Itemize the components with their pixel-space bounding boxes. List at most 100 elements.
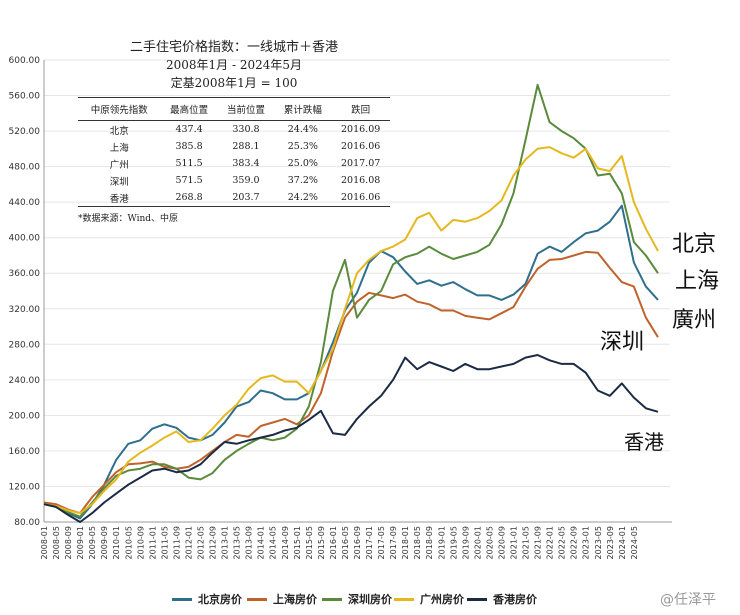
series-lines xyxy=(43,83,659,523)
table-cell: 203.7 xyxy=(217,189,275,207)
city-label-shanghai: 上海 xyxy=(675,269,720,294)
x-tick-label: 2009-05 xyxy=(88,526,97,559)
x-tick-label: 2014-01 xyxy=(257,526,266,559)
y-tick-label: 520.00 xyxy=(9,127,41,137)
series-line-0 xyxy=(43,204,659,520)
header-cell: 跌回 xyxy=(331,97,390,121)
table-cell: 25.0% xyxy=(287,158,318,169)
table-cell: 288.1 xyxy=(232,141,260,152)
city-label-guangzhou: 廣州 xyxy=(672,308,717,333)
x-tick-label: 2014-09 xyxy=(281,526,290,559)
x-tick-label: 2010-09 xyxy=(136,526,145,559)
x-tick-label: 2021-09 xyxy=(534,526,543,559)
table-cell: 330.8 xyxy=(232,124,260,135)
x-tick-label: 2016-01 xyxy=(329,526,338,559)
x-tick-label: 2020-01 xyxy=(473,526,482,559)
table-cell: 香港 xyxy=(78,189,161,207)
x-tick-labels: 2008-01 2008-05 2008-09 2009-01 2009-05 2009-… xyxy=(40,526,639,559)
table-row: 北京 437.4 330.8 24.4% 2016.09 xyxy=(78,121,390,139)
x-tick-label: 2008-05 xyxy=(52,526,61,559)
table-cell: 571.5 xyxy=(175,175,203,186)
legend-item-shenzhen: 深圳房价 xyxy=(322,591,392,607)
x-tick-label: 2011-09 xyxy=(172,526,181,559)
y-tick-label: 160.00 xyxy=(9,447,41,457)
x-tick-label: 2017-01 xyxy=(365,526,374,559)
y-tick-label: 480.00 xyxy=(9,163,41,173)
table-header-row: 中原领先指数 最高位置 当前位置 累计跌幅 跌回 xyxy=(78,97,390,121)
table-cell: 359.0 xyxy=(232,175,260,186)
table-cell: 437.4 xyxy=(175,124,203,135)
x-tick-label: 2009-09 xyxy=(100,526,109,559)
y-tick-label: 200.00 xyxy=(9,411,41,421)
x-tick-label: 2013-01 xyxy=(221,526,230,559)
x-tick-label: 2023-09 xyxy=(606,526,615,559)
legend-item-shanghai: 上海房价 xyxy=(247,591,317,607)
x-tick-label: 2023-01 xyxy=(582,526,591,559)
x-tick-label: 2012-05 xyxy=(197,526,206,559)
legend-item-guangzhou: 广州房价 xyxy=(394,591,464,607)
city-label-hongkong: 香港 xyxy=(624,430,664,454)
x-tick-label: 2008-01 xyxy=(40,526,49,559)
x-tick-label: 2016-09 xyxy=(353,526,362,559)
legend-swatch xyxy=(394,597,414,601)
x-tick-label: 2008-09 xyxy=(64,526,73,559)
x-tick-label: 2019-05 xyxy=(449,526,458,559)
x-tick-label: 2022-09 xyxy=(570,526,579,559)
x-tick-label: 2019-01 xyxy=(437,526,446,559)
y-tick-label: 280.00 xyxy=(9,340,41,350)
header-cell: 当前位置 xyxy=(217,97,275,121)
table-cell: 2016.08 xyxy=(341,175,381,186)
table-cell: 上海 xyxy=(109,142,129,154)
x-tick-label: 2012-01 xyxy=(184,526,193,559)
x-tick-label: 2015-05 xyxy=(305,526,314,559)
inset-period: 2008年1月 - 2024年5月 xyxy=(165,58,303,72)
x-tick-label: 2014-05 xyxy=(269,526,278,559)
legend-label: 上海房价 xyxy=(273,593,317,606)
table-cell: 广州 xyxy=(109,159,129,171)
x-tick-label: 2011-05 xyxy=(160,526,169,559)
table-cell: 37.2% xyxy=(287,175,318,186)
x-tick-label: 2015-01 xyxy=(293,526,302,559)
x-tick-label: 2024-01 xyxy=(618,526,627,559)
table-cell: 24.4% xyxy=(287,124,318,135)
y-tick-label: 120.00 xyxy=(9,482,41,492)
x-tick-label: 2021-01 xyxy=(510,526,519,559)
x-tick-label: 2018-01 xyxy=(401,526,410,559)
table-cell: 511.5 xyxy=(175,158,203,169)
y-tick-label: 360.00 xyxy=(9,269,41,279)
legend-item-beijing: 北京房价 xyxy=(172,591,242,607)
x-tick-label: 2012-09 xyxy=(209,526,218,559)
x-tick-label: 2019-09 xyxy=(461,526,470,559)
inset-title: 二手住宅价格指数：一线城市＋香港 xyxy=(129,40,338,55)
y-tick-label: 320.00 xyxy=(9,305,41,315)
summary-table: 中原领先指数 最高位置 当前位置 累计跌幅 跌回 北京 437.4 330.8 … xyxy=(78,97,390,207)
x-tick-label: 2009-01 xyxy=(76,526,85,559)
x-tick-label: 2013-05 xyxy=(233,526,242,559)
y-tick-label: 560.00 xyxy=(9,92,41,102)
legend-label: 深圳房价 xyxy=(348,593,392,606)
table-cell: 385.8 xyxy=(175,141,203,152)
x-tick-label: 2021-05 xyxy=(522,526,531,559)
series-line-4 xyxy=(43,354,659,523)
table-cell: 北京 xyxy=(109,125,129,137)
legend-label: 北京房价 xyxy=(198,593,242,606)
x-tick-label: 2018-09 xyxy=(425,526,434,559)
legend-swatch xyxy=(322,597,342,601)
y-tick-label: 240.00 xyxy=(9,376,41,386)
table-cell: 2016.06 xyxy=(341,141,381,152)
legend-label: 香港房价 xyxy=(493,593,537,606)
legend-swatch xyxy=(467,597,487,601)
series-line-3 xyxy=(43,146,659,515)
table-cell: 2017.07 xyxy=(341,158,381,169)
table-cell: 24.2% xyxy=(274,189,332,207)
table-cell: 25.3% xyxy=(287,141,318,152)
table-row: 深圳 571.5 359.0 37.2% 2016.08 xyxy=(78,172,390,189)
y-tick-label: 400.00 xyxy=(9,234,41,244)
x-tick-label: 2023-05 xyxy=(594,526,603,559)
x-tick-label: 2013-09 xyxy=(245,526,254,559)
header-cell: 最高位置 xyxy=(160,97,218,121)
table-cell: 2016.06 xyxy=(331,189,390,207)
table-cell: 2016.09 xyxy=(341,124,381,135)
x-tick-label: 2020-09 xyxy=(497,526,506,559)
